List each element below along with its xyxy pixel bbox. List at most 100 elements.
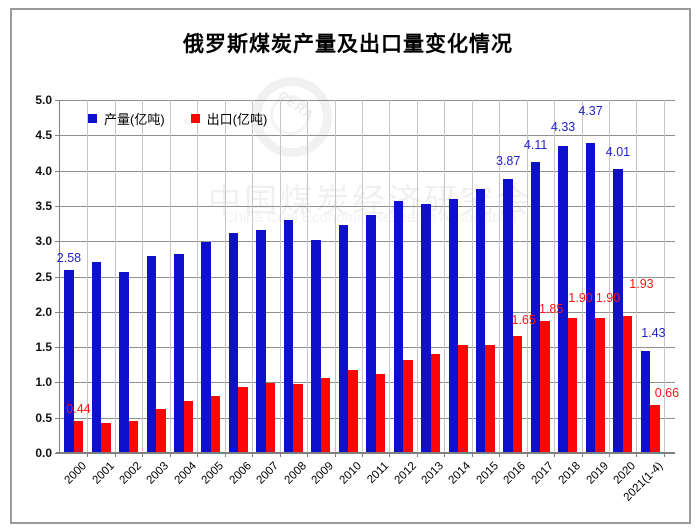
data-label-export-2020: 1.93 [629, 276, 654, 291]
v-gridline-4 [169, 100, 171, 453]
bar-export-2014 [458, 344, 468, 452]
bar-production-2008 [283, 219, 294, 452]
v-gridline-9 [307, 100, 309, 453]
y-tick-4.5 [55, 135, 59, 137]
x-tick-11 [361, 453, 363, 457]
x-tick-10 [334, 453, 336, 457]
v-gridline-13 [416, 100, 418, 453]
legend-label-export: 出口(亿吨) [206, 112, 268, 127]
v-gridline-15 [471, 100, 473, 453]
y-axis-label-3.0: 3.0 [35, 234, 52, 249]
x-tick-3 [142, 453, 144, 457]
v-gridline-12 [389, 100, 391, 453]
bar-export-2000 [73, 420, 84, 452]
data-label-export-2016: 1.65 [511, 312, 536, 327]
bar-production-2009 [311, 239, 321, 452]
bar-export-2007 [265, 382, 276, 452]
bar-production-2018 [558, 146, 568, 452]
h-gridline-5.0 [60, 100, 675, 101]
x-tick-14 [444, 453, 446, 457]
bar-production-2001 [91, 262, 102, 452]
h-gridline-4.0 [60, 170, 675, 172]
data-label-export-2019: 1.90 [595, 290, 621, 305]
x-tick-19 [581, 453, 583, 457]
bar-production-2005 [201, 241, 211, 452]
bar-export-2013 [430, 353, 441, 452]
bar-export-2008 [293, 383, 303, 452]
bar-export-2001 [101, 423, 111, 452]
y-tick-1.0 [55, 382, 59, 384]
v-gridline-19 [581, 100, 583, 453]
bar-production-2000 [64, 269, 74, 452]
bar-production-2011 [366, 214, 376, 452]
bar-export-2021(1-4) [650, 405, 660, 452]
x-tick-5 [197, 453, 199, 457]
v-gridline-3 [142, 100, 144, 453]
bar-export-2002 [128, 420, 139, 452]
data-label-export-2017: 1.85 [538, 302, 564, 317]
data-label-production-2000: 2.58 [56, 250, 82, 265]
y-tick-5.0 [55, 100, 59, 101]
y-tick-3.5 [55, 205, 59, 207]
bar-export-2005 [210, 396, 221, 452]
bar-export-2019 [595, 317, 605, 452]
y-axis-label-0.0: 0.0 [35, 446, 52, 460]
x-tick-20 [609, 453, 610, 457]
data-label-production-2021(1-4): 1.43 [641, 326, 666, 341]
v-gridline-1 [87, 100, 89, 453]
legend-label-production: 产量(亿吨) [104, 112, 165, 127]
data-label-export-2018: 1.90 [568, 290, 593, 305]
bar-export-2009 [320, 377, 331, 452]
x-tick-13 [416, 453, 418, 457]
y-axis-label-1.0: 1.0 [35, 375, 52, 390]
v-gridline-17 [526, 100, 528, 453]
cera-logo-ring-icon [252, 77, 332, 157]
bar-export-2010 [348, 370, 358, 452]
legend: 产量(亿吨) 出口(亿吨) [88, 109, 267, 128]
y-tick-2.5 [55, 276, 59, 278]
v-gridline-2 [114, 100, 116, 453]
y-tick-0.5 [55, 417, 59, 419]
x-axis-line [56, 452, 675, 454]
bar-production-2021(1-4) [640, 351, 651, 452]
production-swatch-icon [88, 114, 97, 123]
v-gridline-11 [361, 100, 363, 453]
y-tick-1.5 [55, 347, 59, 349]
x-tick-21 [636, 453, 638, 457]
x-tick-16 [499, 453, 501, 457]
x-tick-4 [169, 453, 171, 457]
bar-export-2003 [156, 408, 166, 452]
v-gridline-18 [554, 100, 556, 453]
y-tick-4.0 [55, 170, 59, 172]
y-axis-label-1.5: 1.5 [35, 340, 52, 355]
plot-area: 2.58 3.87 4.11 4.33 4.37 4.01 1.43 0.44 1.65 1.85… [55, 100, 679, 504]
x-tick-8 [279, 453, 281, 457]
bar-production-2002 [119, 271, 129, 452]
y-axis-label-5.0: 5.0 [35, 93, 52, 107]
v-gridline-5 [197, 100, 199, 453]
bar-export-2020 [622, 315, 633, 452]
bar-production-2020 [613, 168, 623, 452]
legend-item-export: 出口(亿吨) [190, 109, 268, 128]
data-label-production-2017: 4.11 [523, 137, 548, 152]
x-tick-1 [87, 453, 89, 457]
legend-item-production: 产量(亿吨) [88, 109, 165, 128]
bar-production-2007 [256, 230, 266, 452]
v-gridline-10 [334, 100, 336, 453]
y-axis-label-3.5: 3.5 [35, 198, 52, 213]
bar-production-2019 [585, 143, 596, 452]
data-label-production-2018: 4.33 [550, 120, 576, 135]
bar-export-2011 [375, 373, 386, 452]
x-tick-6 [224, 453, 226, 457]
y-axis-label-4.5: 4.5 [35, 128, 52, 143]
x-tick-12 [389, 453, 391, 457]
bar-production-2016 [503, 178, 513, 452]
bar-export-2018 [567, 317, 578, 452]
x-tick-17 [526, 453, 528, 457]
bar-production-2017 [530, 161, 541, 452]
data-label-production-2019: 4.37 [578, 104, 603, 119]
bar-production-2006 [228, 233, 239, 452]
bar-export-2017 [540, 321, 550, 452]
v-gridline-8 [279, 100, 281, 453]
